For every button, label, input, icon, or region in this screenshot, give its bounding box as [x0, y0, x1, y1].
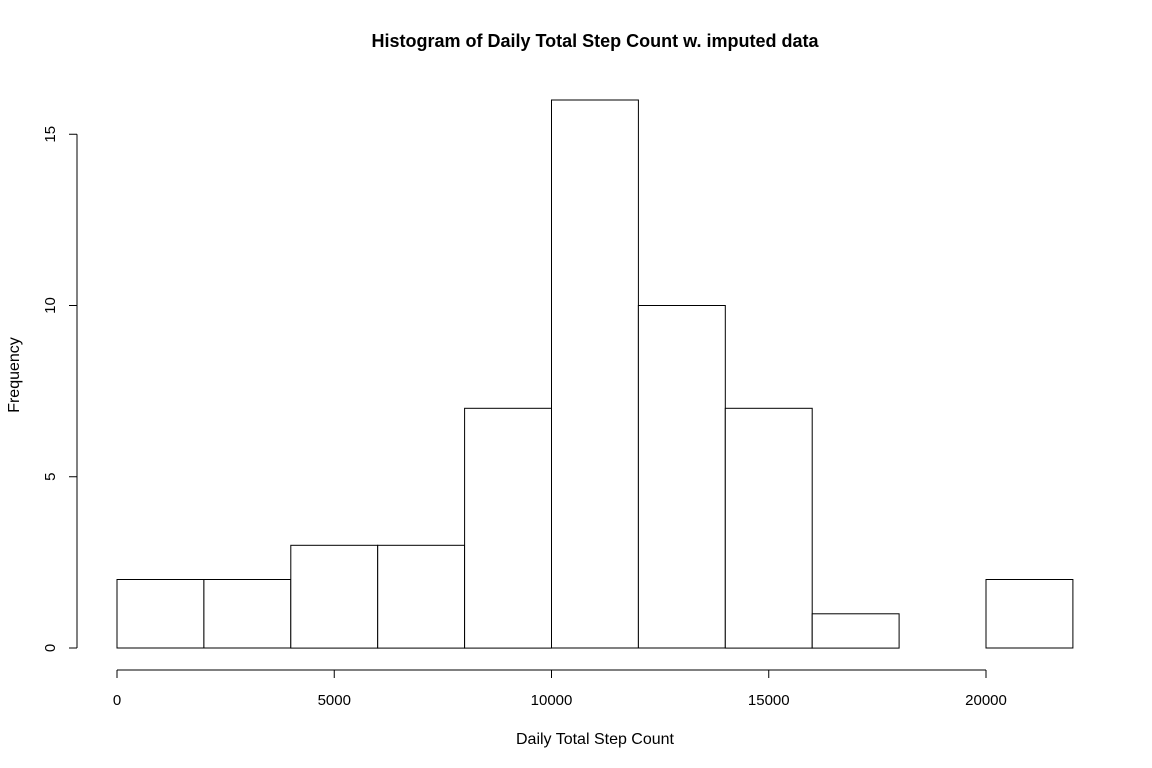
histogram-bar-6	[637, 305, 726, 649]
x-tick-label-0: 0	[113, 692, 121, 709]
y-tick-label-3: 15	[42, 126, 59, 143]
histogram-bar-1	[203, 579, 292, 649]
histogram-bar-2	[290, 544, 379, 649]
y-tick-label-2: 10	[42, 297, 59, 314]
y-axis-label: Frequency	[6, 337, 23, 413]
histogram-bar-10	[985, 579, 1074, 649]
y-tick-label-0: 0	[42, 644, 59, 652]
y-tick-label-1: 5	[42, 473, 59, 481]
histogram-bar-7	[724, 407, 813, 649]
histogram-bar-5	[551, 99, 639, 649]
x-tick-label-3: 15000	[748, 692, 790, 709]
x-tick-label-2: 10000	[531, 692, 573, 709]
histogram-bar-4	[464, 407, 553, 649]
histogram-bar-3	[377, 544, 466, 649]
chart-title: Histogram of Daily Total Step Count w. i…	[371, 31, 819, 51]
x-axis-label: Daily Total Step Count	[516, 731, 675, 748]
histogram-bar-0	[116, 579, 205, 649]
y-axis: 0 5 10 15	[42, 126, 78, 652]
histogram-bars	[116, 99, 1074, 649]
x-tick-label-1: 5000	[318, 692, 351, 709]
x-tick-label-4: 20000	[965, 692, 1007, 709]
x-axis: 0 5000 10000 15000 20000	[113, 669, 1007, 709]
histogram-bar-8	[811, 613, 900, 649]
